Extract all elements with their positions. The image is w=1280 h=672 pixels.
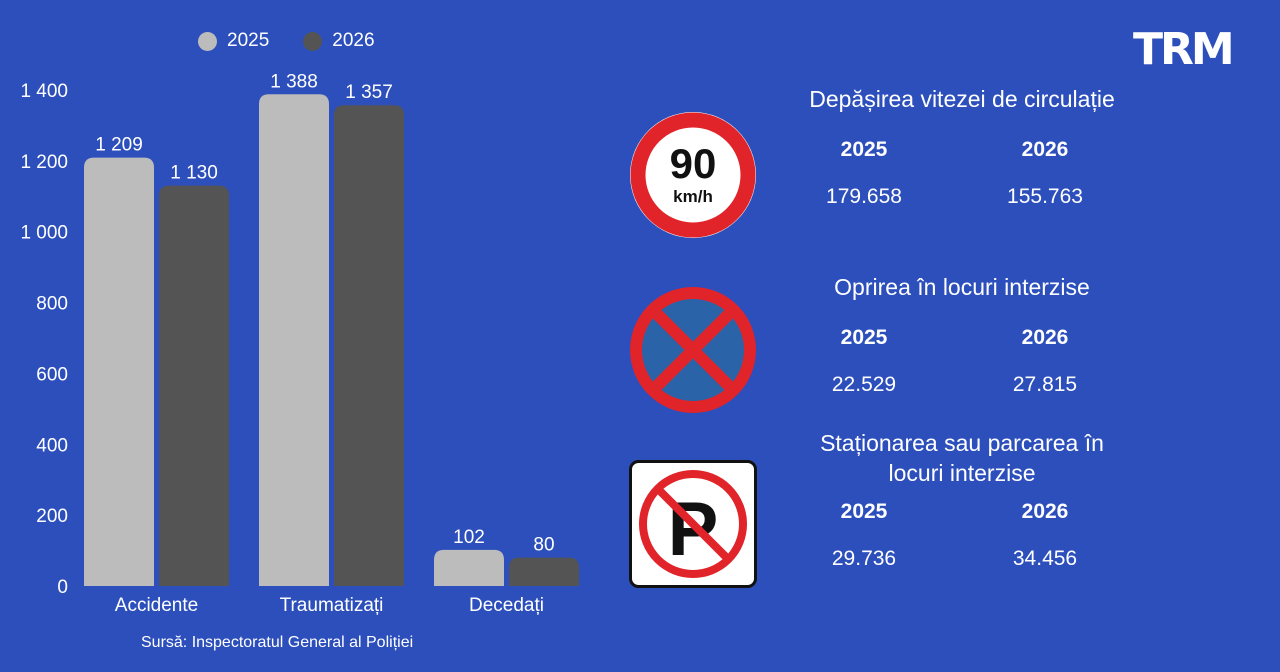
- source-note: Sursă: Inspectoratul General al Poliției: [141, 634, 414, 651]
- stat-no-parking: Staționarea sau parcarea în locuri inter…: [772, 428, 1152, 578]
- stat-speeding-value-2026: 155.763: [1007, 185, 1083, 208]
- y-tick-label: 800: [36, 294, 68, 315]
- legend-item-2025: 2025: [198, 30, 269, 52]
- x-category-label: Decedați: [469, 595, 544, 616]
- bar: [84, 157, 154, 586]
- stat-no-parking-title-line1: Staționarea sau parcarea în: [820, 430, 1104, 456]
- speed-number: 90: [670, 140, 717, 187]
- legend-label-2026: 2026: [332, 30, 375, 51]
- stat-no-parking-title-line2: locuri interzise: [888, 460, 1036, 486]
- legend-swatch-2026: [303, 31, 323, 51]
- x-category-label: Accidente: [115, 595, 198, 616]
- y-tick-label: 1 200: [20, 152, 68, 173]
- y-tick-label: 600: [36, 364, 68, 385]
- bar-value-label: 1 130: [170, 163, 218, 184]
- stat-no-parking-year-2025: 2025: [840, 500, 888, 523]
- stat-speeding: Depășirea vitezei de circulație 2025 202…: [772, 84, 1152, 224]
- y-tick-label: 1 400: [20, 81, 68, 102]
- stat-no-parking-year-2026: 2026: [1021, 500, 1069, 523]
- legend-swatch-2025: [198, 31, 217, 51]
- bar-value-label: 1 209: [95, 135, 143, 156]
- bar: [509, 557, 579, 586]
- stat-no-parking-value-2025: 29.736: [831, 547, 897, 570]
- y-tick-label: 1 000: [20, 223, 68, 244]
- bar: [434, 549, 504, 586]
- stat-no-stopping: Oprirea în locuri interzise 2025 2026 22…: [772, 272, 1152, 412]
- y-tick-label: 200: [36, 506, 68, 527]
- no-parking-icon: P: [629, 460, 757, 588]
- stat-no-stopping-year-2025: 2025: [840, 326, 888, 349]
- bar: [334, 105, 404, 586]
- stat-no-stopping-year-2026: 2026: [1021, 326, 1069, 349]
- bar-chart: 0 200 400 600 800 1 000 1 200 1 400 1 209 1 130 Ac…: [20, 71, 579, 616]
- y-tick-label: 400: [36, 435, 68, 456]
- stat-no-stopping-value-2026: 27.815: [1012, 373, 1078, 396]
- bar-value-label: 1 357: [345, 82, 393, 103]
- legend-item-2026: 2026: [303, 30, 375, 52]
- chart-legend: 2025 2026: [198, 30, 375, 52]
- legend-label-2025: 2025: [227, 30, 270, 51]
- bar: [259, 94, 329, 586]
- bar: [159, 185, 229, 586]
- speed-limit-90-icon: 90 km/h: [630, 112, 756, 238]
- stat-speeding-year-2026: 2026: [1021, 138, 1069, 161]
- stat-speeding-title: Depășirea vitezei de circulație: [809, 86, 1115, 112]
- speed-unit: km/h: [673, 187, 713, 206]
- x-category-label: Traumatizați: [280, 595, 384, 616]
- stat-speeding-year-2025: 2025: [840, 138, 888, 161]
- bar-value-label: 1 388: [270, 71, 318, 92]
- stat-no-stopping-title: Oprirea în locuri interzise: [834, 274, 1090, 300]
- stat-no-stopping-value-2025: 22.529: [831, 373, 897, 396]
- y-tick-label: 0: [57, 577, 68, 598]
- no-stopping-icon: [630, 287, 756, 413]
- trm-logo: TRM: [1133, 24, 1235, 75]
- bar-value-label: 102: [453, 527, 485, 548]
- stat-no-parking-value-2026: 34.456: [1012, 547, 1078, 570]
- stat-speeding-value-2025: 179.658: [826, 185, 902, 208]
- bar-value-label: 80: [533, 535, 554, 556]
